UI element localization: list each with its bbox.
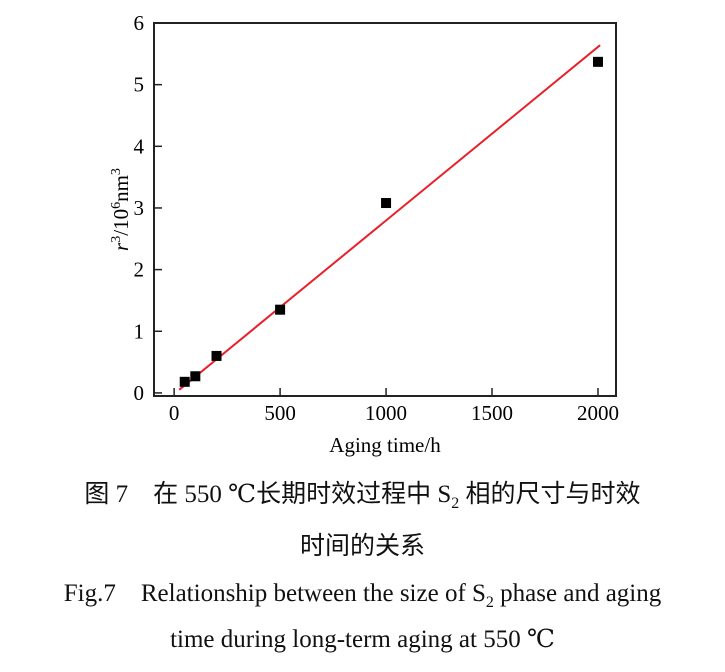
y-axis-label-part: nm: [109, 175, 133, 202]
x-tick-label: 0: [169, 401, 180, 425]
caption-text: 图 7 在 550 ℃长期时效过程中 S: [84, 481, 452, 508]
y-axis-label-part: r: [109, 242, 133, 251]
y-axis-label-part: 6: [109, 202, 124, 209]
y-axis-label-part: 3: [109, 236, 124, 243]
caption-en-line2: time during long-term aging at 550 ℃: [170, 626, 555, 653]
y-axis-label-part: 3: [109, 168, 124, 175]
caption-text: 相的尺寸与时效: [459, 481, 641, 508]
data-point: [381, 198, 392, 209]
caption-en-line1: Fig.7 Relationship between the size of S…: [0, 577, 725, 620]
y-tick-label: 2: [134, 258, 145, 282]
caption-text: Fig.7 Relationship between the size of S: [63, 580, 486, 607]
data-point: [592, 56, 603, 67]
caption-cn-line1: 图 7 在 550 ℃长期时效过程中 S2 相的尺寸与时效: [0, 478, 725, 521]
data-point: [211, 350, 222, 361]
x-tick-label: 2000: [577, 401, 619, 425]
y-tick-label: 4: [134, 134, 145, 158]
x-tick-label: 500: [264, 401, 296, 425]
data-point: [179, 376, 190, 387]
x-tick-label: 1500: [471, 401, 513, 425]
x-tick-label: 1000: [365, 401, 407, 425]
y-tick-label: 3: [134, 196, 145, 220]
y-tick-label: 6: [134, 11, 145, 35]
x-axis-label: Aging time/h: [329, 433, 441, 457]
caption-sub: 2: [451, 495, 460, 512]
data-point: [275, 304, 286, 315]
fit-line: [178, 44, 601, 391]
y-tick-label: 0: [134, 381, 145, 405]
caption-sub: 2: [485, 594, 494, 611]
y-axis-label: r3/106nm3: [109, 168, 133, 251]
y-tick-label: 1: [134, 319, 145, 343]
y-tick-label: 5: [134, 73, 145, 97]
y-axis-label-part: /10: [109, 209, 133, 236]
plot-frame: [153, 22, 617, 397]
caption-cn-line2: 时间的关系: [299, 533, 425, 560]
caption-text: phase and aging: [493, 580, 662, 607]
data-point: [190, 371, 201, 382]
